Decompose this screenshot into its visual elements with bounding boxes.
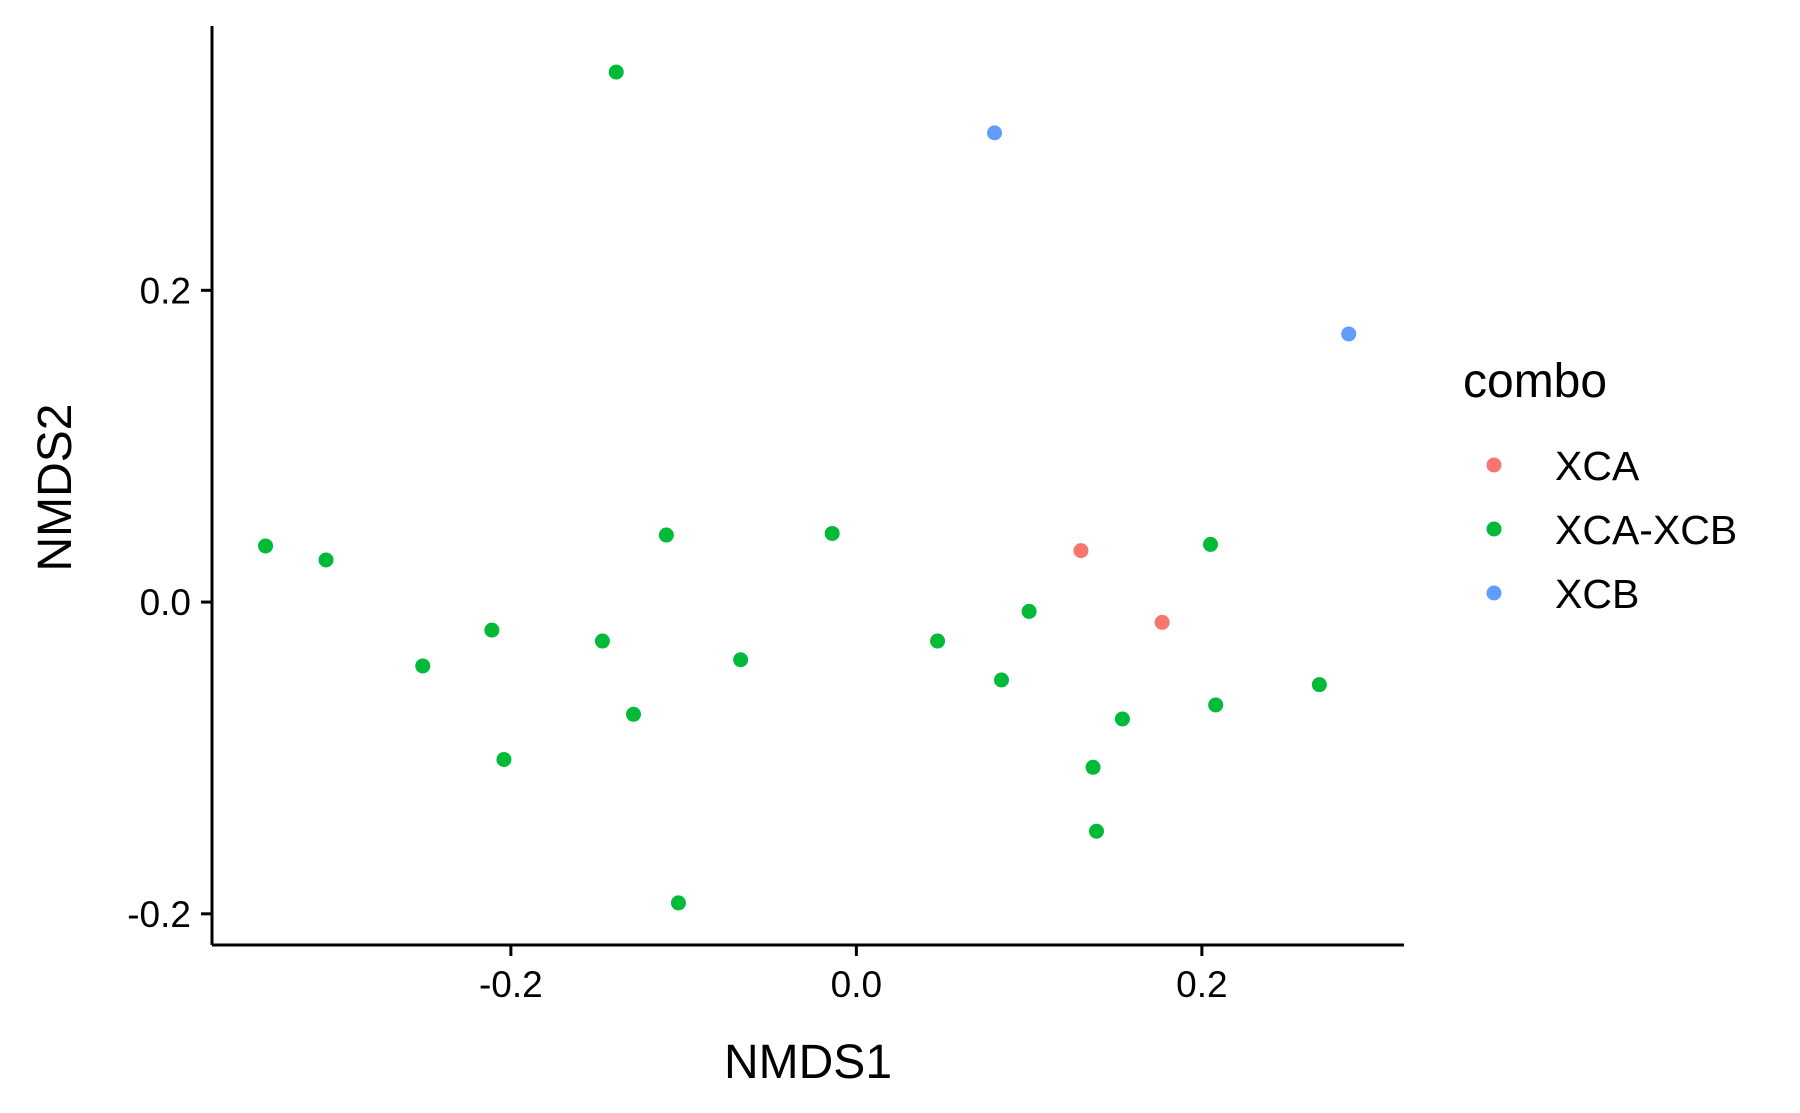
legend-key-xca-xcb bbox=[1486, 521, 1502, 537]
legend-label: XCA bbox=[1555, 443, 1640, 489]
data-point-xca-xcb bbox=[496, 752, 512, 768]
y-tick-label: 0.2 bbox=[140, 270, 191, 311]
data-point-xcb bbox=[1341, 326, 1357, 342]
x-tick-label: 0.2 bbox=[1176, 964, 1227, 1005]
data-point-xca-xcb bbox=[608, 64, 624, 80]
y-tick-label: -0.2 bbox=[127, 894, 191, 935]
x-tick-label: 0.0 bbox=[831, 964, 882, 1005]
data-point-xca-xcb bbox=[258, 538, 274, 554]
data-point-xca-xcb bbox=[993, 672, 1009, 688]
data-point-xca-xcb bbox=[626, 706, 642, 722]
data-point-xca-xcb bbox=[670, 895, 686, 911]
data-point-xca-xcb bbox=[1021, 603, 1037, 619]
legend-title: combo bbox=[1463, 355, 1607, 408]
points-layer bbox=[258, 64, 1357, 911]
data-point-xca-xcb bbox=[658, 527, 674, 543]
legend-label: XCA-XCB bbox=[1555, 507, 1737, 553]
x-axis-title: NMDS1 bbox=[724, 1036, 892, 1089]
data-point-xca-xcb bbox=[1208, 697, 1224, 713]
data-point-xca-xcb bbox=[415, 658, 431, 674]
legend-key-xca bbox=[1486, 457, 1502, 473]
data-point-xca-xcb bbox=[1085, 759, 1101, 775]
data-point-xca-xcb bbox=[318, 552, 334, 568]
data-point-xca-xcb bbox=[484, 622, 500, 638]
y-axis-title: NMDS2 bbox=[29, 403, 82, 571]
x-tick-label: -0.2 bbox=[479, 964, 543, 1005]
legend: combo XCA XCA-XCB XCB bbox=[1463, 355, 1737, 617]
data-point-xca-xcb bbox=[1203, 536, 1219, 552]
data-point-xca bbox=[1073, 543, 1089, 559]
data-point-xca-xcb bbox=[1114, 711, 1130, 727]
data-point-xca-xcb bbox=[930, 633, 946, 649]
legend-label: XCB bbox=[1555, 571, 1639, 617]
data-point-xca bbox=[1154, 614, 1170, 630]
data-point-xcb bbox=[987, 125, 1003, 141]
data-point-xca-xcb bbox=[1088, 823, 1104, 839]
data-point-xca-xcb bbox=[594, 633, 610, 649]
y-tick-label: 0.0 bbox=[140, 582, 191, 623]
legend-key-xcb bbox=[1486, 585, 1502, 601]
data-point-xca-xcb bbox=[1311, 677, 1327, 693]
data-point-xca-xcb bbox=[733, 652, 749, 668]
legend-items: XCA XCA-XCB XCB bbox=[1486, 443, 1737, 617]
x-axis-ticks: -0.2 0.0 0.2 bbox=[479, 945, 1228, 1005]
y-axis-ticks: -0.2 0.0 0.2 bbox=[127, 270, 212, 935]
data-point-xca-xcb bbox=[824, 525, 840, 541]
